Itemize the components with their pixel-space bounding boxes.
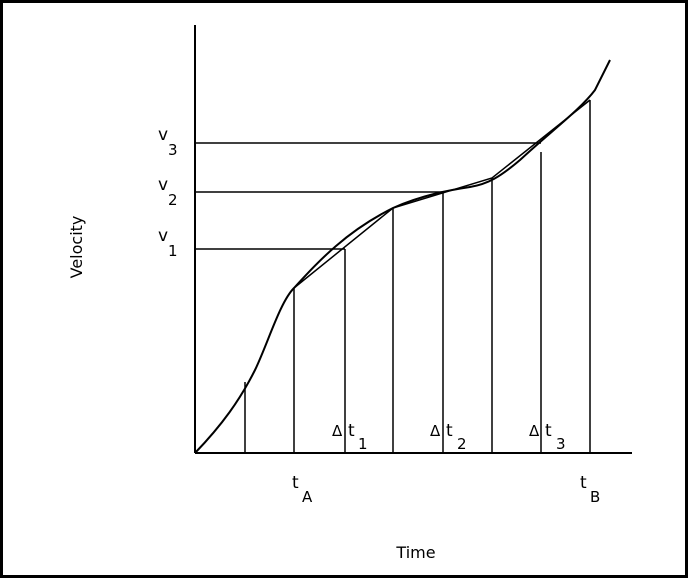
svg-text:t: t — [292, 473, 299, 493]
svg-text:t: t — [545, 421, 552, 441]
svg-text:A: A — [302, 488, 313, 506]
svg-text:Δ: Δ — [332, 422, 343, 440]
v2-label: v 2 — [158, 175, 178, 209]
svg-text:1: 1 — [358, 435, 368, 453]
y-axis-title: Velocity — [67, 216, 86, 279]
velocity-curve — [194, 59, 611, 454]
delta-t2-label: Δ t 2 — [430, 421, 467, 453]
delta-t3-label: Δ t 3 — [529, 421, 566, 453]
v3-label: v 3 — [158, 125, 178, 159]
svg-text:2: 2 — [168, 191, 178, 209]
v1-label: v 1 — [158, 226, 178, 260]
delta-t1-label: Δ t 1 — [332, 421, 368, 453]
svg-text:t: t — [446, 421, 453, 441]
svg-text:t: t — [348, 421, 355, 441]
svg-text:3: 3 — [168, 141, 178, 159]
svg-text:t: t — [580, 473, 587, 493]
svg-text:v: v — [158, 226, 168, 246]
svg-text:3: 3 — [556, 435, 566, 453]
svg-text:2: 2 — [457, 435, 467, 453]
svg-text:Δ: Δ — [529, 422, 540, 440]
tA-label: t A — [292, 473, 313, 506]
svg-text:1: 1 — [168, 242, 178, 260]
svg-text:v: v — [158, 175, 168, 195]
svg-text:v: v — [158, 125, 168, 145]
x-axis-title: Time — [395, 543, 435, 562]
tB-label: t B — [580, 473, 600, 506]
svg-text:Δ: Δ — [430, 422, 441, 440]
svg-text:B: B — [590, 488, 600, 506]
